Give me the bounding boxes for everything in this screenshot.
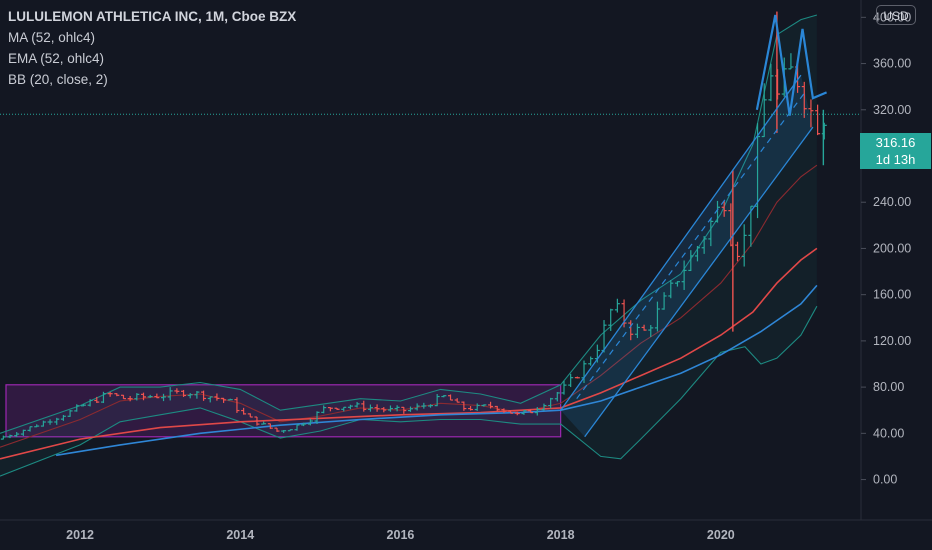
bb-basis-line bbox=[0, 164, 818, 448]
y-tick-label: 120.00 bbox=[873, 334, 911, 348]
indicator-ema[interactable]: EMA (52, ohlc4) bbox=[8, 51, 105, 66]
last-price-tag: 316.16 1d 13h bbox=[860, 133, 931, 169]
countdown-label: 1d 13h bbox=[875, 152, 916, 167]
x-tick-label: 2016 bbox=[387, 528, 415, 542]
chart-legend: LULULEMON ATHLETICA INC, 1M, Cboe BZX MA… bbox=[8, 6, 296, 90]
y-tick-label: 80.00 bbox=[873, 380, 904, 394]
ema-line bbox=[0, 247, 818, 460]
y-tick-label: 360.00 bbox=[873, 57, 911, 71]
indicator-bb[interactable]: BB (20, close, 2) bbox=[8, 72, 108, 87]
channel-upper-line bbox=[560, 74, 802, 411]
indicator-ma[interactable]: MA (52, ohlc4) bbox=[8, 30, 96, 45]
y-tick-label: 200.00 bbox=[873, 241, 911, 255]
y-tick-label: 400.00 bbox=[873, 10, 911, 24]
x-tick-label: 2012 bbox=[66, 528, 94, 542]
y-tick-label: 160.00 bbox=[873, 288, 911, 302]
channel-mid-line bbox=[576, 92, 806, 400]
y-tick-label: 240.00 bbox=[873, 195, 911, 209]
last-price-value: 316.16 bbox=[875, 135, 916, 150]
y-tick-label: 0.00 bbox=[873, 473, 897, 487]
double-top-pattern bbox=[755, 14, 828, 116]
y-tick-label: 40.00 bbox=[873, 426, 904, 440]
bb-fill bbox=[0, 15, 817, 477]
bb-lower-line bbox=[0, 305, 818, 477]
y-tick-label: 320.00 bbox=[873, 103, 911, 117]
channel-lower-line bbox=[584, 126, 814, 438]
symbol-title[interactable]: LULULEMON ATHLETICA INC, 1M, Cboe BZX bbox=[8, 9, 297, 24]
bb-upper-line bbox=[0, 14, 818, 434]
x-tick-label: 2014 bbox=[226, 528, 254, 542]
x-tick-label: 2020 bbox=[707, 528, 735, 542]
x-tick-label: 2018 bbox=[547, 528, 575, 542]
currency-button[interactable]: USD bbox=[876, 5, 916, 25]
